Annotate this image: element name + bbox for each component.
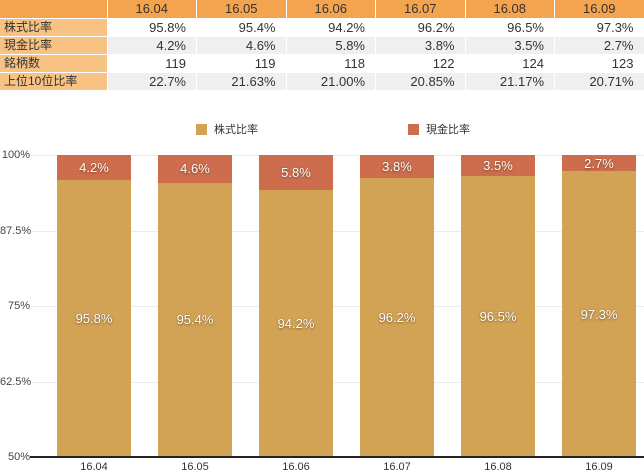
bar-group: 3.5% 96.5% [461, 155, 535, 457]
bar-value-label: 4.6% [180, 161, 210, 177]
bar-value-label: 96.2% [378, 309, 416, 325]
y-gridline [32, 381, 644, 383]
y-gridline [32, 230, 644, 232]
value-cell: 94.2% [286, 18, 376, 37]
cash-bar-segment: 3.5% [461, 155, 535, 177]
cash-series-swatch-icon [408, 123, 419, 135]
value-cell: 21.00% [286, 72, 376, 91]
bar-value-label: 3.5% [483, 158, 513, 174]
value-cell: 21.17% [465, 72, 555, 91]
value-cell: 96.5% [465, 18, 555, 37]
value-cell: 122 [375, 54, 466, 73]
bar-value-label: 96.5% [479, 309, 517, 325]
table-header-cell: 16.09 [554, 0, 644, 19]
value-cell: 123 [554, 54, 644, 73]
table-row: 銘柄数 119 119 118 122 124 123 [0, 54, 644, 73]
y-gridline [32, 306, 644, 307]
x-axis-label: 16.04 [80, 461, 108, 472]
value-cell: 20.85% [375, 72, 466, 91]
bar-value-label: 5.8% [281, 165, 311, 181]
y-axis-label: 50% [7, 451, 30, 463]
value-cell: 96.2% [375, 18, 466, 37]
table-header-cell: 16.05 [196, 0, 287, 19]
table-row: 上位10位比率 22.7% 21.63% 21.00% 20.85% 21.17% 20.7… [0, 72, 644, 91]
x-axis-label: 16.07 [383, 461, 411, 472]
table-corner-cell [0, 0, 108, 19]
value-cell: 119 [107, 54, 197, 73]
row-label-cell: 上位10位比率 [0, 72, 108, 91]
bar-value-label: 94.2% [277, 316, 315, 331]
row-label-cell: 銘柄数 [0, 54, 108, 73]
y-axis-label: 100% [1, 149, 30, 161]
row-label-cell: 現金比率 [0, 36, 108, 55]
y-axis-label: 75% [7, 300, 30, 312]
cash-bar-segment: 4.6% [158, 155, 232, 183]
legend-label-cash: 現金比率 [426, 124, 470, 136]
value-cell: 5.8% [286, 36, 376, 55]
value-cell: 4.2% [107, 36, 197, 55]
x-axis-label: 16.05 [181, 461, 209, 472]
value-cell: 20.71% [554, 72, 644, 91]
bar-value-label: 2.7% [584, 155, 614, 171]
bar-group: 4.2% 95.8% [57, 155, 131, 457]
value-cell: 95.4% [196, 18, 287, 37]
summary-table: 16.04 16.05 16.06 16.07 16.08 16.09 株式比率 95.8%… [0, 0, 644, 91]
bar-value-label: 3.8% [382, 158, 412, 174]
table-header-row: 16.04 16.05 16.06 16.07 16.08 16.09 [0, 0, 644, 19]
cash-bar-segment: 4.2% [57, 155, 131, 181]
x-axis-label: 16.08 [484, 461, 512, 472]
cash-bar-segment: 5.8% [259, 155, 333, 191]
cash-bar-segment: 2.7% [562, 155, 636, 172]
legend-item-stock: 株式比率 [196, 123, 258, 136]
bar-group: 3.8% 96.2% [360, 155, 434, 457]
stock-bar-segment: 95.4% [158, 182, 232, 457]
value-cell: 2.7% [554, 36, 644, 55]
table-header-cell: 16.06 [286, 0, 376, 19]
legend-label-stock: 株式比率 [214, 124, 258, 136]
bar-value-label: 95.8% [75, 311, 113, 327]
value-cell: 118 [286, 54, 376, 73]
value-cell: 3.8% [375, 36, 466, 55]
bar-value-label: 4.2% [79, 160, 109, 176]
value-cell: 97.3% [554, 18, 644, 37]
value-cell: 95.8% [107, 18, 197, 37]
stock-bar-segment: 95.8% [57, 180, 131, 457]
x-axis-label: 16.09 [585, 461, 613, 472]
value-cell: 4.6% [196, 36, 287, 55]
value-cell: 3.5% [465, 36, 555, 55]
table-row: 株式比率 95.8% 95.4% 94.2% 96.2% 96.5% 97.3% [0, 18, 644, 37]
bar-value-label: 97.3% [580, 306, 618, 322]
stock-series-swatch-icon [196, 123, 207, 135]
y-axis-label: 62.5% [0, 375, 32, 388]
y-gridline [32, 155, 644, 156]
bar-group: 5.8% 94.2% [259, 155, 333, 457]
table-header-cell: 16.07 [375, 0, 466, 19]
value-cell: 21.63% [196, 72, 287, 91]
table-header-cell: 16.04 [107, 0, 197, 19]
x-axis-label: 16.06 [282, 461, 310, 472]
bar-group: 2.7% 97.3% [562, 155, 636, 457]
value-cell: 22.7% [107, 72, 197, 91]
row-label-cell: 株式比率 [0, 18, 108, 37]
bar-value-label: 95.4% [176, 312, 214, 328]
table-header-cell: 16.08 [465, 0, 555, 19]
stock-bar-segment: 97.3% [562, 171, 636, 457]
x-axis-baseline [30, 456, 644, 458]
bar-group: 4.6% 95.4% [158, 155, 232, 457]
table-row: 現金比率 4.2% 4.6% 5.8% 3.8% 3.5% 2.7% [0, 36, 644, 55]
value-cell: 119 [196, 54, 287, 73]
stock-bar-segment: 94.2% [259, 190, 333, 457]
stock-bar-segment: 96.2% [360, 177, 434, 457]
legend-item-cash: 現金比率 [408, 123, 470, 136]
value-cell: 124 [465, 54, 555, 73]
y-axis-label: 87.5% [0, 224, 32, 237]
stock-bar-segment: 96.5% [461, 176, 535, 457]
cash-bar-segment: 3.8% [360, 155, 434, 178]
